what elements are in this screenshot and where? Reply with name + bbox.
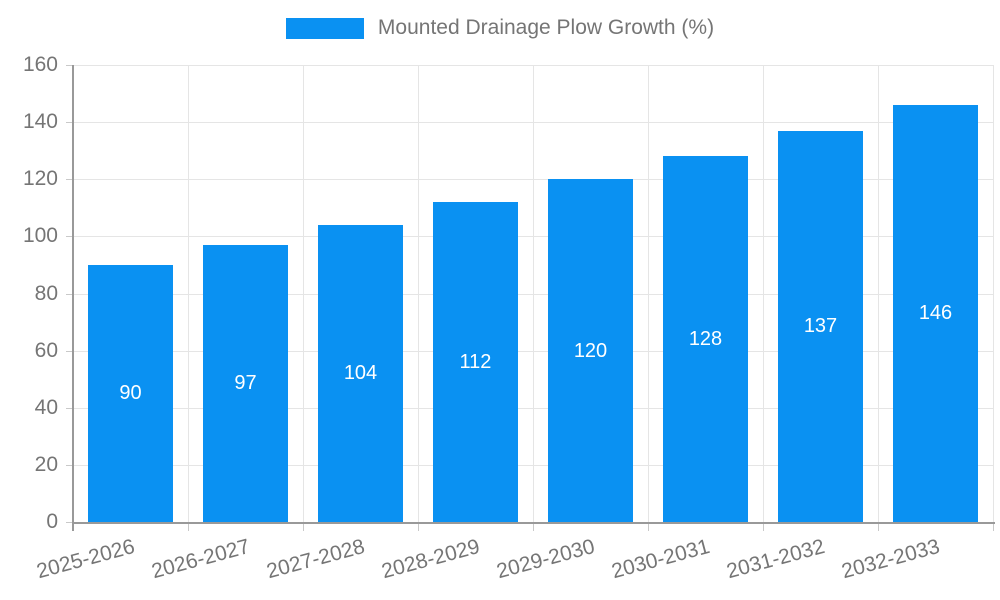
y-tick-label: 80 <box>34 281 58 305</box>
bar-value-label: 104 <box>343 362 378 385</box>
y-tick-label: 160 <box>22 53 58 76</box>
bar-value-label: 120 <box>573 339 608 362</box>
y-tick-label: 40 <box>34 395 58 419</box>
bar-value-label: 137 <box>803 315 838 338</box>
x-tick-mark <box>648 524 649 531</box>
x-tick-mark <box>533 524 534 531</box>
bar-2028-2029 <box>433 202 518 522</box>
bar-2031-2032 <box>778 130 863 522</box>
bar-2026-2027 <box>203 244 288 522</box>
y-tick-label: 120 <box>22 167 58 191</box>
bar-2027-2028 <box>318 224 403 522</box>
x-gridline <box>303 65 304 522</box>
bar-value-label: 146 <box>918 302 953 325</box>
y-tick-mark <box>66 293 73 295</box>
legend-label: Mounted Drainage Plow Growth (%) <box>377 16 715 39</box>
bar-value-label: 97 <box>234 372 257 395</box>
y-tick-mark <box>66 350 73 352</box>
y-tick-mark <box>66 464 73 466</box>
bar-2030-2031 <box>663 156 748 522</box>
y-tick-mark <box>66 407 73 409</box>
x-gridline <box>418 65 419 522</box>
y-axis-line <box>72 65 74 531</box>
bar-value-label: 128 <box>688 328 723 351</box>
y-tick-label: 0 <box>46 510 58 533</box>
bar-2032-2033 <box>893 104 978 522</box>
y-tick-mark <box>66 522 73 523</box>
x-tick-mark <box>418 524 419 531</box>
x-tick-mark <box>993 524 994 531</box>
x-gridline <box>878 65 879 522</box>
x-gridline <box>188 65 189 522</box>
x-tick-mark <box>303 524 304 531</box>
bar-value-label: 112 <box>459 351 492 374</box>
y-tick-label: 60 <box>34 338 58 362</box>
y-tick-mark <box>66 179 73 181</box>
y-tick-label: 100 <box>22 224 58 248</box>
bar-2025-2026 <box>88 264 173 522</box>
x-tick-mark <box>878 524 879 531</box>
x-gridline <box>763 65 764 522</box>
x-tick-mark <box>188 524 189 531</box>
legend-swatch <box>285 17 364 39</box>
y-tick-label: 20 <box>34 452 58 476</box>
y-tick-mark <box>66 122 73 124</box>
y-tick-mark <box>66 236 73 238</box>
legend: Mounted Drainage Plow Growth (%) <box>0 16 1000 40</box>
bar-value-label: 90 <box>119 382 142 405</box>
x-axis-line <box>73 522 995 524</box>
x-gridline <box>533 65 534 522</box>
x-gridline <box>993 65 994 522</box>
y-tick-mark <box>66 65 73 66</box>
x-gridline <box>648 65 649 522</box>
y-tick-label: 140 <box>22 110 58 134</box>
x-tick-mark <box>763 524 764 531</box>
bar-2029-2030 <box>548 179 633 522</box>
